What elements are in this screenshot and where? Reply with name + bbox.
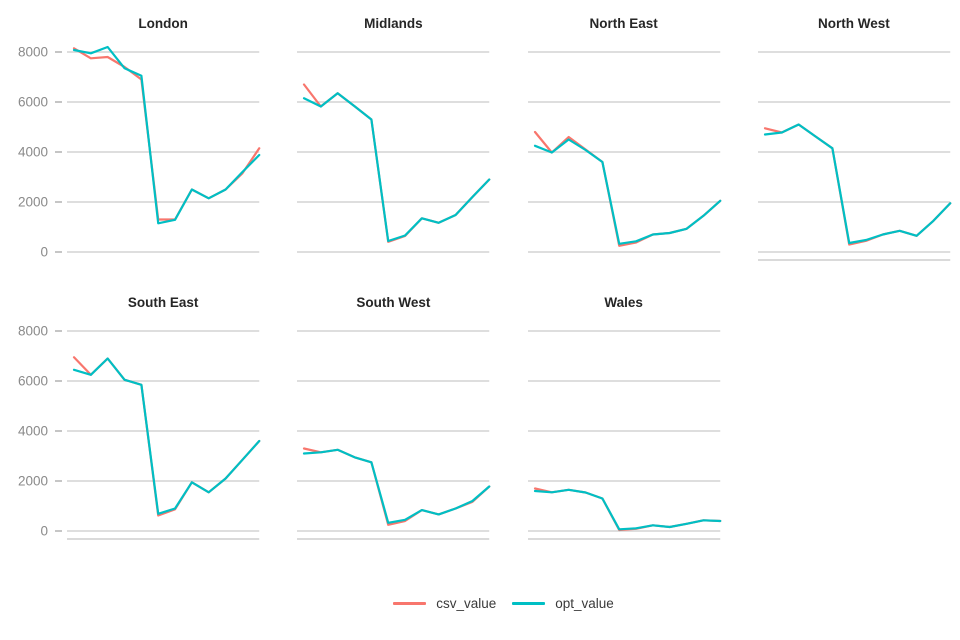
legend-label: csv_value	[436, 595, 497, 611]
line-opt_value	[72, 45, 261, 225]
y-tick-label: 0	[40, 524, 48, 539]
facet-panel	[527, 330, 721, 540]
line-csv_value	[763, 123, 952, 246]
line-opt_value	[303, 92, 491, 243]
facet-north-east: North East	[527, 8, 721, 268]
facet-panel	[297, 330, 491, 540]
facet-title: North East	[589, 16, 658, 31]
y-tick-label: 2000	[18, 195, 48, 210]
y-tick-label: 4000	[18, 145, 48, 160]
facet-panel	[67, 330, 261, 540]
y-axis-row-1: 8000 6000 4000 2000 0	[18, 45, 62, 260]
line-csv_value	[72, 47, 261, 221]
line-opt_value	[763, 123, 952, 245]
line-opt_value	[72, 357, 261, 515]
line-csv_value	[303, 83, 491, 243]
facet-midlands: Midlands	[297, 8, 491, 268]
legend-line-swatch	[393, 601, 427, 605]
facet-london: London	[67, 8, 261, 268]
facet-row-2: South East South West Wales	[67, 287, 950, 547]
facet-title: South West	[356, 295, 431, 310]
legend: csv_value opt_value	[67, 593, 940, 613]
facet-south-west: South West	[297, 287, 491, 547]
facet-wales: Wales	[527, 287, 721, 547]
line-csv_value	[303, 447, 491, 526]
y-tick-label: 6000	[18, 95, 48, 110]
facet-panel	[67, 45, 261, 253]
y-tick-label: 4000	[18, 424, 48, 439]
facet-title: North West	[817, 16, 890, 31]
legend-line-swatch	[512, 601, 546, 605]
facet-row-1: London Midlands North East North West	[67, 8, 952, 268]
line-opt_value	[533, 138, 721, 245]
facet-title: Wales	[604, 295, 643, 310]
line-opt_value	[533, 488, 721, 531]
facet-title: Midlands	[364, 16, 423, 31]
line-csv_value	[533, 130, 721, 247]
y-tick-label: 6000	[18, 374, 48, 389]
legend-label: opt_value	[555, 595, 614, 611]
y-axis-row-2: 8000 6000 4000 2000 0	[18, 324, 62, 539]
y-tick-label: 2000	[18, 474, 48, 489]
facet-panel	[527, 51, 721, 253]
y-tick-label: 8000	[18, 45, 48, 60]
facet-south-east: South East	[67, 287, 261, 547]
facet-title: South East	[127, 295, 199, 310]
y-tick-label: 0	[40, 245, 48, 260]
facet-north-west: North West	[757, 8, 952, 268]
y-tick-label: 8000	[18, 324, 48, 339]
line-csv_value	[533, 487, 721, 532]
facet-panel	[757, 51, 952, 261]
legend-item-csv_value: csv_value	[393, 596, 496, 611]
facet-title: London	[138, 16, 188, 31]
legend-item-opt_value: opt_value	[512, 596, 614, 611]
facet-panel	[297, 51, 491, 253]
line-opt_value	[303, 448, 491, 524]
